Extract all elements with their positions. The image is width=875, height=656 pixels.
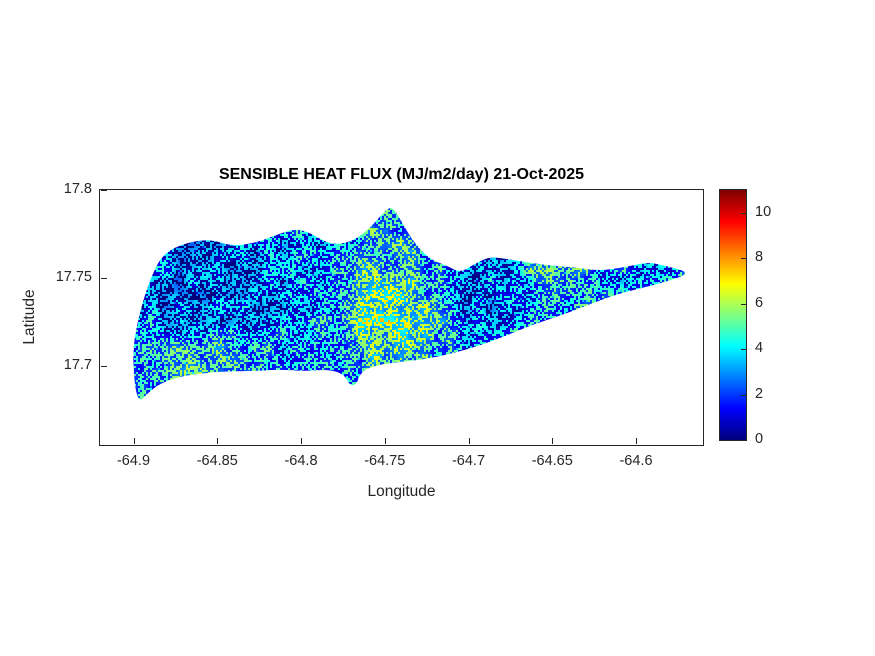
x-tick-label: -64.65 — [531, 453, 573, 469]
x-tick-mark — [384, 438, 386, 444]
colorbar-gradient — [720, 190, 746, 440]
heatmap-canvas — [100, 190, 703, 445]
colorbar-tick-mark — [741, 303, 746, 305]
colorbar-tick-mark — [741, 212, 746, 214]
y-axis-label: Latitude — [21, 289, 38, 345]
x-tick-label: -64.75 — [364, 453, 406, 469]
y-tick-mark — [101, 365, 107, 367]
colorbar-tick-mark — [741, 440, 746, 441]
y-tick-label: 17.75 — [55, 268, 92, 285]
x-tick-mark — [133, 438, 135, 444]
x-tick-label: -64.6 — [619, 453, 653, 469]
y-tick-label: 17.8 — [63, 181, 92, 197]
y-tick-mark — [101, 277, 107, 279]
colorbar-tick-label: 4 — [755, 340, 764, 357]
x-tick-mark — [301, 438, 302, 444]
x-tick-label: -64.8 — [284, 453, 318, 469]
colorbar-tick-mark — [741, 258, 746, 260]
colorbar-tick-label: 2 — [755, 385, 764, 402]
colorbar-tick-label: 8 — [755, 249, 764, 266]
y-tick-label: 17.7 — [63, 356, 92, 373]
x-tick-mark — [552, 438, 554, 444]
x-tick-label: -64.85 — [196, 453, 238, 469]
x-axis-label: Longitude — [367, 483, 436, 500]
colorbar-tick-mark — [741, 349, 746, 351]
x-tick-label: -64.7 — [451, 453, 486, 469]
x-tick-mark — [468, 438, 470, 444]
colorbar-tick-label: 0 — [755, 431, 764, 447]
colorbar-tick-label: 10 — [755, 203, 772, 220]
x-tick-mark — [217, 438, 219, 444]
y-tick-mark — [101, 190, 107, 191]
x-tick-label: -64.9 — [116, 453, 151, 469]
chart-title: SENSIBLE HEAT FLUX (MJ/m2/day) 21-Oct-20… — [218, 166, 585, 183]
colorbar-tick-label: 6 — [755, 294, 764, 311]
colorbar-tick-mark — [741, 394, 746, 396]
x-tick-mark — [636, 438, 637, 444]
